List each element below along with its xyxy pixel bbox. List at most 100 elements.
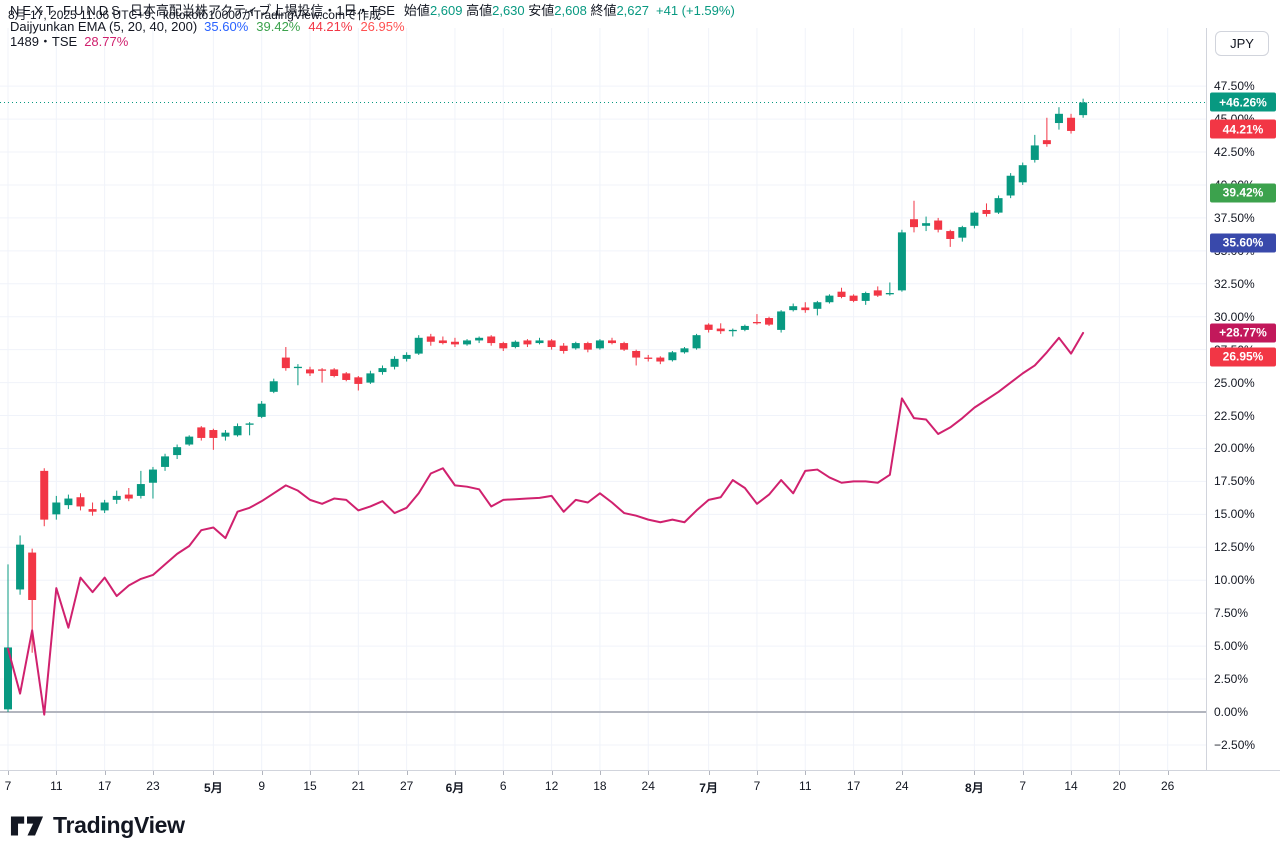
candle-body — [1054, 113, 1063, 124]
price-tick-label: 12.50% — [1214, 540, 1255, 555]
currency-button[interactable]: JPY — [1215, 31, 1269, 56]
candle-body — [52, 502, 61, 515]
candle-body — [245, 423, 254, 425]
candle-body — [499, 343, 508, 349]
time-tick-label: 7 — [753, 779, 761, 793]
legend-indicator-row[interactable]: Daijyunkan EMA (5, 20, 40, 200) 35.60% 39… — [10, 19, 735, 35]
ohlc-label: 高値 — [466, 3, 493, 18]
price-tick-label: 0.00% — [1214, 705, 1249, 719]
candle-body — [861, 293, 870, 301]
ohlc-value: 2,609 — [429, 3, 467, 18]
candle-body — [680, 348, 689, 353]
time-tick-mark — [648, 771, 650, 775]
indicator-name: Daijyunkan EMA (5, 20, 40, 200) — [10, 18, 198, 34]
time-tick-label: 15 — [303, 779, 317, 793]
time-tick-label: 8月 — [965, 781, 984, 795]
candle-body — [632, 350, 641, 358]
candle-body — [644, 357, 653, 359]
time-tick-mark — [805, 771, 807, 775]
candle-body — [922, 223, 931, 226]
candle-body — [318, 369, 327, 371]
created-by-text: 8月 17, 2025 11:06 UTC+9、kotokoto10000がTr… — [8, 8, 381, 22]
tradingview-logo-icon — [10, 816, 44, 835]
ohlc-label: 安値 — [528, 3, 555, 18]
candle-body — [112, 495, 121, 500]
candle-body — [656, 357, 665, 362]
candle-body — [571, 343, 580, 349]
time-tick-mark — [406, 771, 408, 775]
candle-body — [897, 232, 906, 291]
candle-body — [740, 325, 749, 330]
candle-body — [583, 343, 592, 350]
candle-body — [523, 340, 532, 345]
candle-body — [946, 231, 955, 239]
price-tick-label: 37.50% — [1214, 210, 1255, 225]
time-tick-label: 17 — [846, 779, 861, 793]
candle-body — [233, 426, 242, 436]
candle-body — [668, 352, 677, 361]
time-tick-label: 11 — [50, 779, 63, 793]
brand-logo[interactable]: TradingView — [10, 812, 185, 839]
price-tick-label: 25.00% — [1214, 375, 1255, 390]
candle-body — [88, 509, 97, 512]
chart-pane[interactable] — [0, 28, 1206, 770]
candle-body — [173, 447, 182, 456]
candle-body — [76, 497, 85, 507]
candle-body — [849, 295, 858, 301]
candle-body — [330, 369, 339, 377]
price-tick-label: 17.50% — [1214, 474, 1255, 489]
candle-body — [595, 340, 604, 349]
candle-body — [161, 456, 170, 467]
legend-symbol-row[interactable]: NEXT FUNDS 日本高配当株アクティブ上場投信・1日・TSE 始値2,60… — [10, 3, 735, 19]
indicator-value: 39.42% — [256, 18, 301, 34]
candle-body — [982, 209, 991, 214]
time-tick-mark — [213, 771, 215, 775]
candle-body — [281, 357, 290, 369]
candle-body — [426, 336, 435, 342]
candle-body — [414, 337, 423, 354]
price-tick-label: 5.00% — [1214, 639, 1249, 654]
ohlc-value: 2,627 — [616, 3, 649, 18]
time-axis[interactable]: 7 11 17 23 5月 9 15 21 27 6月 6 12 18 24 7月 7 11 17 24 8月 7 14 2… — [0, 770, 1280, 800]
candlestick-chart[interactable] — [0, 28, 1206, 770]
candle-body — [185, 436, 194, 445]
ohlc-values: 始値2,609 高値2,630 安値2,608 終値2,627 — [404, 3, 649, 19]
time-tick-label: 6 — [499, 779, 507, 793]
time-tick-label: 12 — [544, 779, 559, 793]
candle-body — [1079, 102, 1088, 116]
candle-body — [692, 335, 701, 349]
ohlc-value: 2,608 — [554, 3, 591, 18]
indicator-value: 26.95% — [360, 18, 405, 34]
candle-body — [221, 432, 230, 437]
candle-body — [704, 324, 713, 330]
candle-body — [1018, 165, 1027, 183]
time-tick-mark — [1071, 771, 1073, 775]
legend: NEXT FUNDS 日本高配当株アクティブ上場投信・1日・TSE 始値2,60… — [10, 3, 735, 50]
candle-body — [450, 341, 459, 345]
legend-compare-row[interactable]: 1489・TSE 28.77% — [10, 34, 735, 50]
candle-body — [620, 343, 629, 350]
compare-value: 28.77% — [84, 34, 129, 49]
candle-body — [390, 358, 399, 367]
time-tick-label: 7 — [4, 779, 12, 793]
time-tick-label: 24 — [641, 779, 655, 793]
candle-body — [136, 484, 145, 496]
candle-body — [728, 329, 737, 332]
symbol-name: NEXT FUNDS — [10, 3, 123, 18]
price-label-badge: 35.60% — [1210, 233, 1276, 253]
price-axis[interactable]: JPY 47.50%45.00%42.50%40.00%37.50%35.00%… — [1206, 28, 1280, 770]
time-tick-label: 11 — [799, 779, 812, 793]
candle-body — [535, 340, 544, 344]
time-tick-mark — [1119, 771, 1121, 775]
time-tick-mark — [454, 771, 456, 775]
time-tick-mark — [974, 771, 976, 775]
candle-body — [197, 427, 206, 438]
candle-body — [547, 340, 556, 348]
candle-body — [970, 212, 979, 226]
candle-body — [100, 502, 109, 511]
candle-body — [124, 494, 133, 499]
compare-series-line — [7, 331, 1085, 716]
candle-body — [463, 340, 472, 345]
time-tick-mark — [261, 771, 263, 775]
price-tick-label: −2.50% — [1214, 737, 1256, 752]
